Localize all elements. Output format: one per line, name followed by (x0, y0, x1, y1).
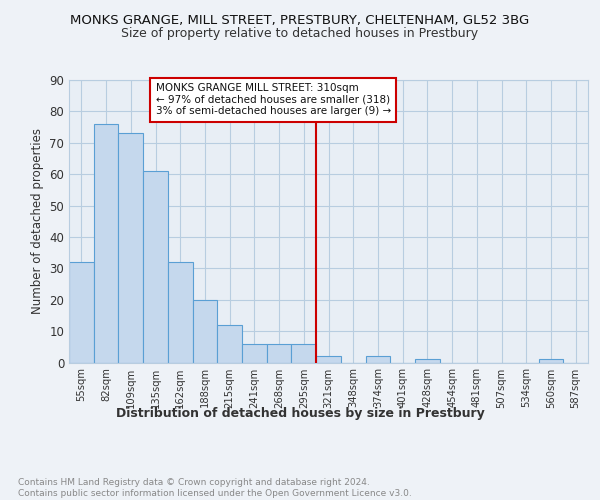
Bar (267, 344, 292, 362)
Bar (143, 171, 168, 362)
Bar (415, 360, 440, 362)
Bar (539, 360, 563, 362)
Text: Distribution of detached houses by size in Prestbury: Distribution of detached houses by size … (116, 408, 484, 420)
Bar (217, 325, 242, 362)
Y-axis label: Number of detached properties: Number of detached properties (31, 128, 44, 314)
Bar (365, 356, 390, 362)
Text: Size of property relative to detached houses in Prestbury: Size of property relative to detached ho… (121, 27, 479, 40)
Bar (69, 262, 94, 362)
Text: MONKS GRANGE MILL STREET: 310sqm
← 97% of detached houses are smaller (318)
3% o: MONKS GRANGE MILL STREET: 310sqm ← 97% o… (155, 83, 391, 116)
Bar (316, 356, 341, 362)
Bar (118, 134, 143, 362)
Bar (242, 344, 267, 362)
Bar (193, 300, 217, 362)
Text: Contains HM Land Registry data © Crown copyright and database right 2024.
Contai: Contains HM Land Registry data © Crown c… (18, 478, 412, 498)
Bar (292, 344, 316, 362)
Bar (94, 124, 118, 362)
Text: MONKS GRANGE, MILL STREET, PRESTBURY, CHELTENHAM, GL52 3BG: MONKS GRANGE, MILL STREET, PRESTBURY, CH… (70, 14, 530, 27)
Bar (168, 262, 193, 362)
